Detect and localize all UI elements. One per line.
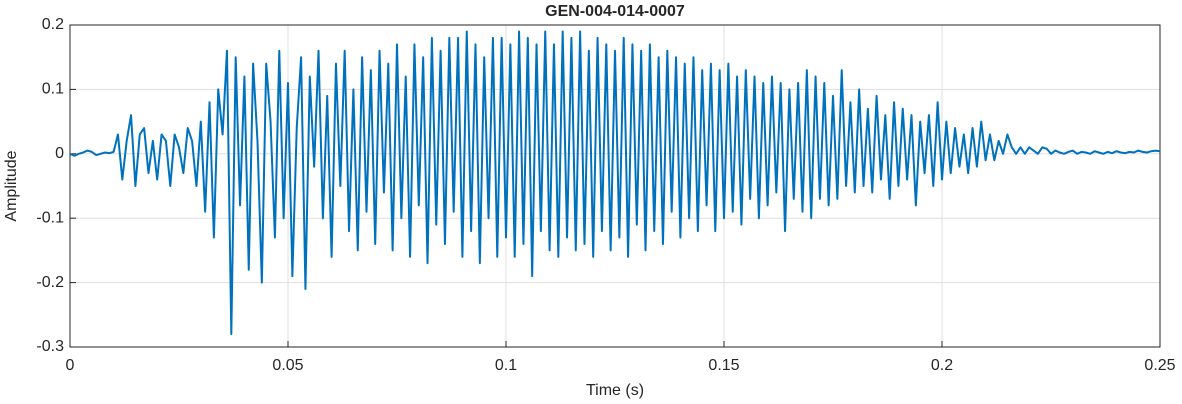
y-tick-label: -0.1 [36, 209, 64, 226]
y-tick-label: 0.2 [42, 16, 64, 33]
x-tick-label: 0.25 [1144, 357, 1175, 374]
x-tick-label: 0 [66, 357, 75, 374]
signal-line [69, 30, 1161, 336]
y-tick-label: -0.3 [36, 338, 64, 355]
x-axis-label: Time (s) [586, 382, 644, 399]
y-tick-label: 0.1 [42, 81, 64, 98]
chart-title: GEN-004-014-0007 [545, 3, 685, 20]
y-tick-label: 0 [55, 145, 64, 162]
x-tick-label: 0.2 [931, 357, 953, 374]
y-axis-label: Amplitude [3, 150, 20, 221]
x-tick-label: 0.1 [495, 357, 517, 374]
axes-box [69, 24, 1161, 348]
y-tick-label: -0.2 [36, 274, 64, 291]
x-tick-label: 0.05 [272, 357, 303, 374]
x-tick-label: 0.15 [708, 357, 739, 374]
